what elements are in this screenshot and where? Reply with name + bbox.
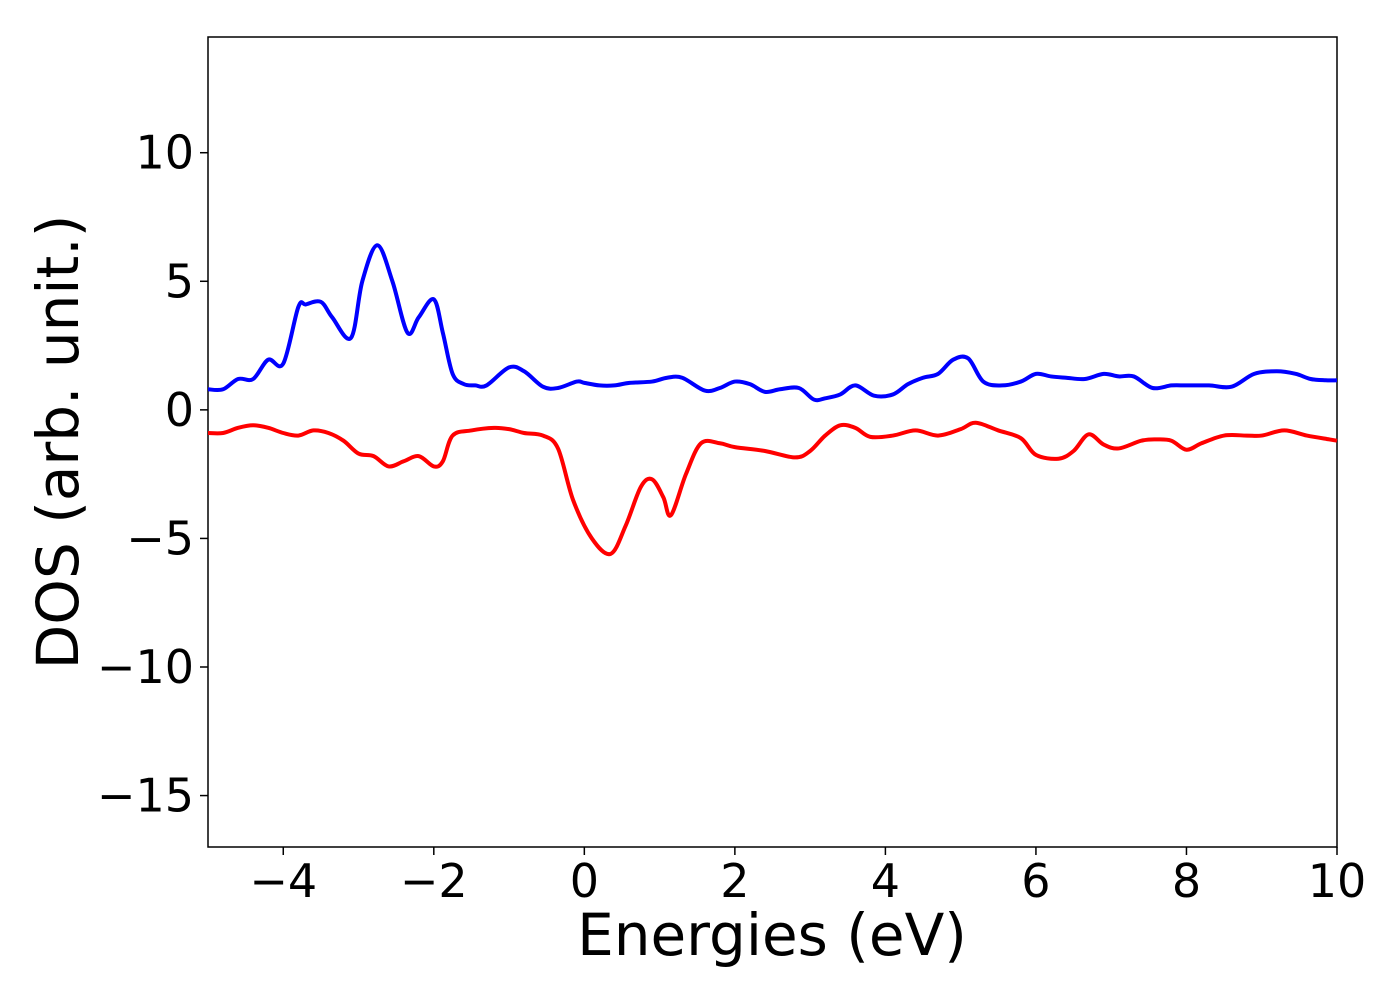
y-tick-label: 10 — [135, 126, 194, 180]
y-axis: −15 −10 −5 0 5 10 — [97, 126, 208, 823]
y-tick-label: −5 — [126, 511, 194, 565]
x-axis: −4 −2 0 2 4 6 8 10 — [249, 847, 1366, 908]
x-axis-title: Energies (eV) — [577, 901, 967, 969]
x-tick-label: 6 — [1021, 854, 1050, 908]
y-tick-label: 0 — [165, 383, 194, 437]
y-tick-label: 5 — [165, 254, 194, 308]
x-tick-label: −2 — [400, 854, 468, 908]
x-tick-label: 2 — [720, 854, 749, 908]
series-line-1 — [207, 243, 1338, 403]
series-line-2 — [207, 420, 1338, 557]
x-tick-label: 8 — [1172, 854, 1201, 908]
x-tick-label: −4 — [249, 854, 317, 908]
x-tick-label: 4 — [871, 854, 900, 908]
y-tick-label: −15 — [97, 769, 194, 823]
series-layer — [207, 243, 1338, 557]
y-tick-label: −10 — [97, 640, 194, 694]
y-axis-title: DOS (arb. unit.) — [24, 215, 92, 670]
x-tick-label: 0 — [570, 854, 599, 908]
x-tick-label: 10 — [1308, 854, 1367, 908]
plot-area — [207, 36, 1338, 848]
